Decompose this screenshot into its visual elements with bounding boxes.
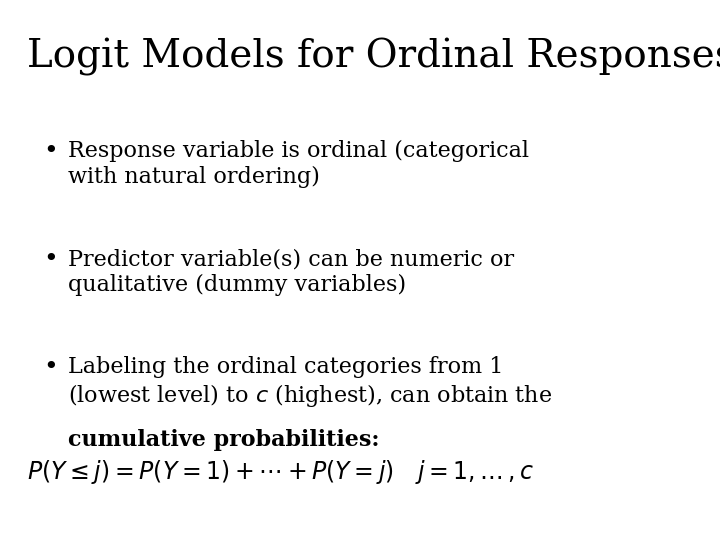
Text: •: • bbox=[43, 140, 58, 164]
Text: Logit Models for Ordinal Responses: Logit Models for Ordinal Responses bbox=[27, 38, 720, 76]
Text: Predictor variable(s) can be numeric or
qualitative (dummy variables): Predictor variable(s) can be numeric or … bbox=[68, 248, 514, 296]
Text: Labeling the ordinal categories from 1
(lowest level) to $c$ (highest), can obta: Labeling the ordinal categories from 1 (… bbox=[68, 356, 552, 409]
Text: Response variable is ordinal (categorical
with natural ordering): Response variable is ordinal (categorica… bbox=[68, 140, 528, 188]
Text: cumulative probabilities:: cumulative probabilities: bbox=[68, 429, 379, 451]
Text: $P(Y \leq j) = P(Y=1) + \cdots + P(Y=j) \quad j=1,\ldots\,,c$: $P(Y \leq j) = P(Y=1) + \cdots + P(Y=j) … bbox=[27, 458, 534, 486]
Text: •: • bbox=[43, 356, 58, 380]
Text: •: • bbox=[43, 248, 58, 272]
